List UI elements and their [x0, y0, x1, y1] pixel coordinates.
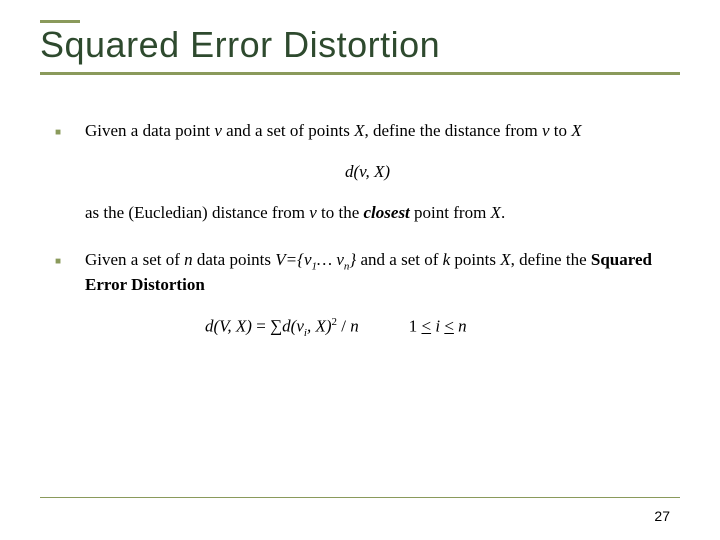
- bullet-2: ■ Given a set of n data points V={v1… vn…: [55, 249, 680, 297]
- text: and a set of: [356, 250, 442, 269]
- var-X: X: [374, 162, 384, 181]
- text: and a set of points: [222, 121, 354, 140]
- text: data points: [193, 250, 276, 269]
- slash: /: [337, 317, 350, 336]
- content-area: ■ Given a data point v and a set of poin…: [55, 120, 680, 341]
- word-closest: closest: [364, 203, 410, 222]
- equals: =: [252, 317, 270, 336]
- dots: …: [317, 250, 336, 269]
- text: d: [282, 317, 291, 336]
- var-X: X: [315, 317, 325, 336]
- text: ,: [365, 162, 374, 181]
- var-n: n: [184, 250, 193, 269]
- le-symbol: <: [444, 317, 454, 336]
- bullet-2-text: Given a set of n data points V={v1… vn} …: [85, 249, 680, 297]
- var-i: i: [431, 317, 444, 336]
- page-number: 27: [654, 508, 670, 524]
- title-underline: [40, 72, 680, 75]
- text: to: [550, 121, 572, 140]
- var-X: X: [571, 121, 581, 140]
- text: point from: [410, 203, 491, 222]
- text: points: [450, 250, 500, 269]
- title-block: Squared Error Distortion: [40, 20, 680, 75]
- le-symbol: <: [421, 317, 431, 336]
- bullet-1-text: Given a data point v and a set of points…: [85, 120, 680, 143]
- formula-dvX: d(v, X): [55, 161, 680, 184]
- title-top-accent: [40, 20, 80, 23]
- text: , define the: [511, 250, 591, 269]
- text: Given a data point: [85, 121, 214, 140]
- var-vi: v: [296, 317, 304, 336]
- footer-line: [40, 497, 680, 498]
- text: ): [384, 162, 390, 181]
- sum-symbol: ∑: [270, 317, 282, 336]
- var-v: v: [542, 121, 550, 140]
- text: ,: [227, 317, 236, 336]
- bullet-1: ■ Given a data point v and a set of poin…: [55, 120, 680, 143]
- var-X: X: [354, 121, 364, 140]
- var-X: X: [491, 203, 501, 222]
- var-v1: v: [304, 250, 312, 269]
- text: ={: [286, 250, 304, 269]
- bullet-marker: ■: [55, 249, 85, 269]
- var-n: n: [350, 317, 359, 336]
- bullet-marker: ■: [55, 120, 85, 140]
- var-n: n: [454, 317, 467, 336]
- var-X: X: [500, 250, 510, 269]
- var-v: v: [309, 203, 317, 222]
- text: as the (Eucledian) distance from: [85, 203, 309, 222]
- var-X: X: [236, 317, 246, 336]
- formula-sed: d(V, X) = ∑d(vi, X)2 / n1 < i < n: [205, 315, 680, 341]
- text: d: [205, 317, 214, 336]
- text: .: [501, 203, 505, 222]
- var-vn: v: [336, 250, 344, 269]
- slide-title: Squared Error Distortion: [40, 20, 680, 66]
- var-V: V: [275, 250, 285, 269]
- text: to the: [317, 203, 364, 222]
- range-1: 1: [409, 317, 422, 336]
- var-v: v: [214, 121, 222, 140]
- text: , define the distance from: [365, 121, 543, 140]
- line-closest: as the (Eucledian) distance from v to th…: [85, 202, 680, 225]
- text: Given a set of: [85, 250, 184, 269]
